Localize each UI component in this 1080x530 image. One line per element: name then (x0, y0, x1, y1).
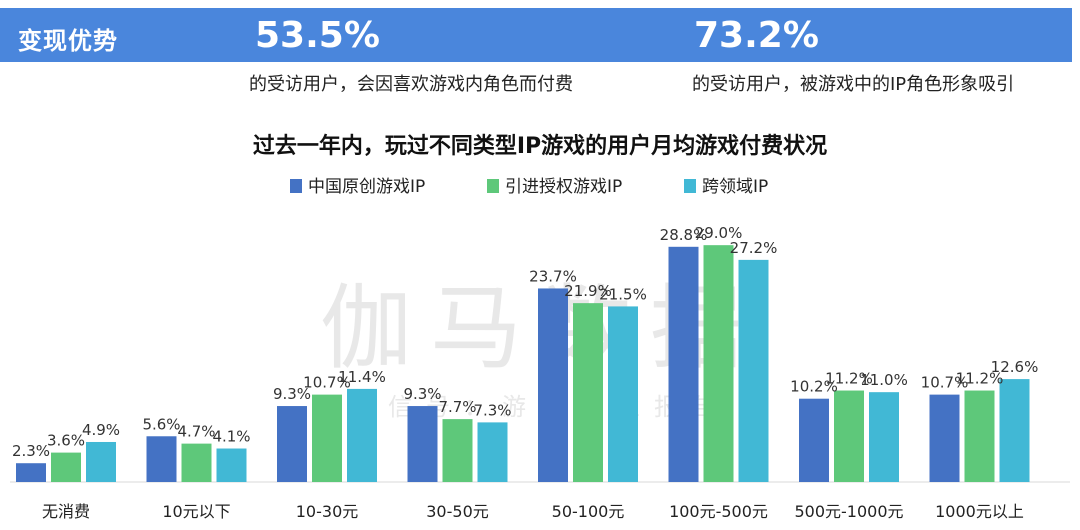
legend-label-1: 引进授权游戏IP (505, 177, 622, 197)
bar-4-0 (538, 288, 568, 482)
value-label-1-0: 5.6% (142, 415, 180, 433)
bar-5-2 (738, 259, 769, 482)
bar-3-1 (442, 419, 473, 482)
legend-swatch-0 (290, 179, 302, 193)
bar-1-2 (216, 448, 247, 482)
legend: 中国原创游戏IP 引进授权游戏IP 跨领域IP (290, 177, 768, 197)
value-label-7-2: 12.6% (991, 358, 1039, 376)
bar-chart: 伽马数据 微信号：游戏产业报告 过去一年内，玩过不同类型IP游戏的用户月均游戏付… (10, 133, 1070, 521)
value-label-2-2: 11.4% (338, 368, 386, 386)
value-label-7-1: 11.2% (956, 370, 1004, 388)
legend-swatch-2 (684, 179, 696, 193)
bar-0-0 (16, 463, 46, 482)
x-tick-label-5: 100元-500元 (669, 502, 768, 521)
value-label-3-0: 9.3% (403, 385, 441, 403)
stat-value-2: 73.2% (694, 15, 819, 56)
value-label-6-1: 11.2% (825, 370, 873, 388)
bar-4-1 (573, 303, 603, 482)
bar-2-1 (312, 394, 342, 482)
x-tick-label-0: 无消费 (42, 502, 90, 521)
value-label-7-0: 10.7% (921, 374, 969, 392)
legend-swatch-1 (487, 179, 499, 193)
value-label-0-1: 3.6% (47, 432, 85, 450)
value-label-0-2: 4.9% (82, 421, 120, 439)
x-tick-label-3: 30-50元 (426, 502, 489, 521)
x-tick-labels-group: 无消费 10元以下 10-30元 30-50元 50-100元 100元-500元 500元… (42, 502, 1024, 521)
x-tick-label-7: 1000元以上 (935, 502, 1024, 521)
bar-0-2 (86, 441, 116, 482)
bar-5-0 (668, 246, 699, 482)
x-tick-label-1: 10元以下 (162, 502, 230, 521)
x-tick-label-6: 500元-1000元 (794, 502, 903, 521)
value-label-6-2: 11.0% (860, 371, 908, 389)
bar-6-2 (869, 392, 899, 482)
bar-4-2 (608, 306, 638, 482)
value-label-2-0: 9.3% (273, 385, 311, 403)
bar-7-1 (964, 390, 995, 482)
bar-2-2 (347, 388, 377, 482)
bar-7-0 (929, 394, 960, 482)
stat-desc-2: 的受访用户，被游戏中的IP角色形象吸引 (692, 74, 1015, 95)
value-label-1-2: 4.1% (212, 428, 250, 446)
bar-3-0 (407, 406, 438, 482)
value-label-3-2: 7.3% (473, 401, 511, 419)
x-tick-label-4: 50-100元 (552, 502, 625, 521)
value-label-1-1: 4.7% (177, 423, 215, 441)
value-label-5-2: 27.2% (730, 239, 778, 257)
value-label-5-0: 28.8% (660, 226, 708, 244)
banner: 变现优势 53.5% 73.2% (0, 8, 1072, 62)
bar-1-0 (146, 436, 177, 482)
banner-title: 变现优势 (18, 27, 118, 55)
bar-5-1 (703, 245, 734, 482)
bar-0-1 (51, 452, 81, 482)
legend-label-2: 跨领域IP (702, 177, 768, 197)
value-label-4-0: 23.7% (529, 267, 577, 285)
bar-7-2 (999, 379, 1030, 482)
value-label-4-1: 21.9% (564, 282, 612, 300)
value-labels-group: 2.3%3.6%4.9% 5.6%4.7%4.1%9.3%10.7%11.4%9.… (12, 224, 1038, 460)
bar-1-1 (181, 443, 212, 482)
chart-title: 过去一年内，玩过不同类型IP游戏的用户月均游戏付费状况 (253, 133, 827, 159)
x-tick-label-2: 10-30元 (296, 502, 359, 521)
value-label-3-1: 7.7% (438, 398, 476, 416)
stat-value-1: 53.5% (255, 15, 380, 56)
value-label-4-2: 21.5% (599, 285, 647, 303)
value-label-6-0: 10.2% (790, 378, 838, 396)
bars-group (16, 245, 1030, 482)
value-label-2-1: 10.7% (303, 374, 351, 392)
bar-6-0 (799, 398, 829, 482)
value-label-5-1: 29.0% (695, 224, 743, 242)
bar-3-2 (477, 422, 508, 482)
bar-2-0 (277, 406, 307, 482)
stat-desc-1: 的受访用户，会因喜欢游戏内角色而付费 (249, 74, 573, 95)
legend-label-0: 中国原创游戏IP (308, 177, 425, 197)
bar-6-1 (834, 390, 864, 482)
value-label-0-0: 2.3% (12, 442, 50, 460)
